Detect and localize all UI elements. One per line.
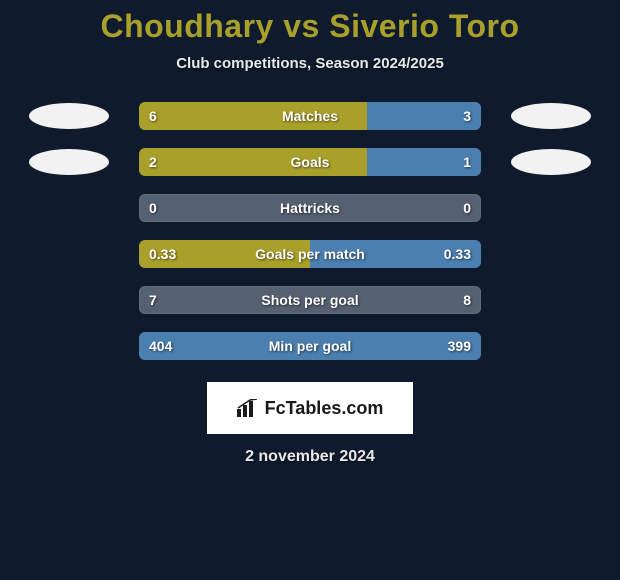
player1-mark [29,103,109,129]
stat-label: Goals per match [255,246,365,262]
stat-row: Matches 6 3 [0,102,620,130]
stat-label: Matches [282,108,338,124]
stat-label: Shots per goal [261,292,358,308]
stat-value-right: 0.33 [444,246,471,262]
stat-value-left: 6 [149,108,157,124]
stat-bar: Matches 6 3 [139,102,481,130]
stat-label: Hattricks [280,200,340,216]
player2-mark [511,149,591,175]
stat-row: Min per goal 404 399 [0,332,620,360]
stat-value-left: 404 [149,338,172,354]
stat-bar: Min per goal 404 399 [139,332,481,360]
date: 2 november 2024 [0,448,620,466]
stat-bar: Goals 2 1 [139,148,481,176]
stat-label: Goals [291,154,330,170]
page-title: Choudhary vs Siverio Toro [0,8,620,45]
stat-row: Goals 2 1 [0,148,620,176]
stat-value-right: 1 [463,154,471,170]
stats-list: Matches 6 3 Goals 2 1 Hattricks 0 0 Goals per mat… [0,102,620,360]
stat-bar: Hattricks 0 0 [139,194,481,222]
fctables-logo: FcTables.com [207,382,413,434]
stat-value-left: 2 [149,154,157,170]
stat-row: Hattricks 0 0 [0,194,620,222]
stat-value-right: 8 [463,292,471,308]
stat-row: Goals per match 0.33 0.33 [0,240,620,268]
player1-mark [29,149,109,175]
stat-label: Min per goal [269,338,351,354]
stat-value-right: 399 [448,338,471,354]
stat-value-left: 0 [149,200,157,216]
bar-left-fill [139,148,367,176]
stat-value-left: 7 [149,292,157,308]
stat-value-left: 0.33 [149,246,176,262]
chart-icon [237,399,259,417]
stat-value-right: 3 [463,108,471,124]
stat-bar: Goals per match 0.33 0.33 [139,240,481,268]
subtitle: Club competitions, Season 2024/2025 [0,55,620,72]
stat-bar: Shots per goal 7 8 [139,286,481,314]
stat-row: Shots per goal 7 8 [0,286,620,314]
stat-value-right: 0 [463,200,471,216]
logo-text: FcTables.com [265,398,384,419]
player2-mark [511,103,591,129]
